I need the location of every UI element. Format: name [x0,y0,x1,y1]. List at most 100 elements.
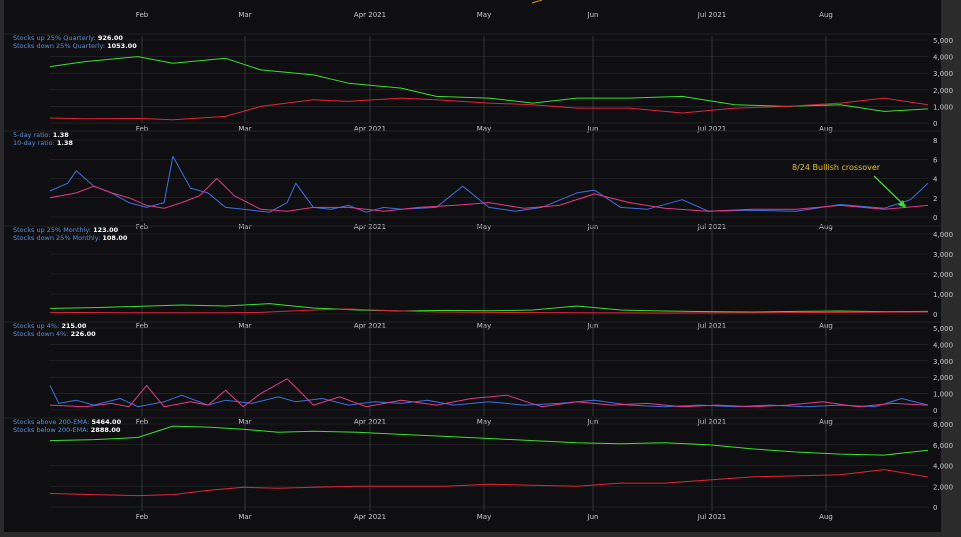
y-tick-label: 5,000 [933,37,953,45]
legend-key: 5-day ratio: [13,131,53,139]
month-label: Mar [238,223,251,231]
y-tick-label: 6 [933,156,938,164]
y-tick-label: 0 [933,120,937,128]
month-label: Feb [136,125,149,133]
series-line-pink [49,378,929,408]
y-tick-label: 2,000 [933,271,953,279]
series-line-red [49,469,929,497]
annotation-text: 8/24 Bullish crossover [792,163,881,172]
month-label: Aug [819,513,833,521]
month-label: May [477,513,491,521]
series-line-green [49,56,929,112]
legend-entry: Stocks up 25% Quarterly: 926.00 [13,34,123,42]
month-label: Mar [238,513,251,521]
series-line-pink [49,178,929,212]
legend-entry: 10-day ratio: 1.38 [13,139,73,147]
series-line-blue [49,155,929,213]
legend-entry: Stocks down 25% Quarterly: 1053.00 [13,42,137,50]
y-tick-label: 4 [933,176,938,184]
legend-value: 926.00 [98,34,124,42]
legend-entry: Stocks above 200-EMA: 5464.00 [13,418,122,426]
month-label-top: Jun [587,11,599,19]
y-tick-label: 4,000 [933,54,953,62]
month-label: Apr 2021 [354,125,386,133]
month-label: Jul 2021 [697,418,727,426]
month-label: Jul 2021 [697,322,727,330]
y-tick-label: 3,000 [933,70,953,78]
month-label-top: May [477,11,491,19]
top-strip-series-fragment [531,0,543,4]
legend-key: Stocks down 25% Monthly: [13,234,102,242]
legend-entry: 5-day ratio: 1.38 [13,131,69,139]
month-label: Jul 2021 [697,513,727,521]
series-line-green [49,425,929,456]
month-label-top: Mar [238,11,251,19]
legend-entry: Stocks down 25% Monthly: 108.00 [13,234,128,242]
month-label: May [477,223,491,231]
y-tick-label: 3,000 [933,251,953,259]
annotation-arrow-line [873,175,905,206]
y-tick-label: 1,000 [933,103,953,111]
y-tick-label: 4,000 [933,231,953,239]
legend-key: Stocks up 4%: [13,322,61,330]
month-label: Aug [819,125,833,133]
month-label: Jul 2021 [697,125,727,133]
y-tick-label: 1,000 [933,291,953,299]
month-label: Feb [136,513,149,521]
legend-value: 123.00 [93,226,119,234]
y-tick-label: 0 [933,311,937,319]
legend-key: Stocks up 25% Quarterly: [13,34,98,42]
y-tick-label: 0 [933,504,937,512]
series-line-green [49,303,929,313]
legend-value: 1.38 [53,131,70,139]
y-tick-label: 1,000 [933,391,953,399]
legend-entry: Stocks below 200-EMA: 2888.00 [13,426,121,434]
annotation-arrow-head [898,200,906,208]
legend-key: Stocks down 25% Quarterly: [13,42,107,50]
month-label: Jun [587,322,599,330]
legend-key: Stocks down 4%: [13,330,71,338]
legend-key: 10-day ratio: [13,139,57,147]
y-tick-label: 5,000 [933,325,953,333]
y-tick-label: 2 [933,195,937,203]
month-label: Jun [587,513,599,521]
month-label: Jun [587,223,599,231]
legend-value: 215.00 [61,322,87,330]
month-label: Aug [819,223,833,231]
y-tick-label: 4,000 [933,341,953,349]
legend-value: 226.00 [71,330,97,338]
series-line-red [49,97,929,121]
month-label: Jul 2021 [697,223,727,231]
legend-key: Stocks below 200-EMA: [13,426,91,434]
month-label: Jun [587,418,599,426]
series-line-blue [49,385,929,408]
y-tick-label: 8,000 [933,421,953,429]
legend-value: 5464.00 [92,418,122,426]
legend-entry: Stocks up 4%: 215.00 [13,322,87,330]
y-tick-label: 2,000 [933,374,953,382]
chart-frame [4,0,941,532]
y-tick-label: 2,000 [933,87,953,95]
month-label: Feb [136,223,149,231]
legend-value: 2888.00 [91,426,121,434]
month-label: Apr 2021 [354,223,386,231]
month-label: Mar [238,125,251,133]
month-label-top: Jul 2021 [697,11,727,19]
legend-entry: Stocks down 4%: 226.00 [13,330,96,338]
y-tick-label: 3,000 [933,358,953,366]
legend-key: Stocks up 25% Monthly: [13,226,93,234]
y-tick-label: 0 [933,407,937,415]
month-label: Jun [587,125,599,133]
y-tick-label: 4,000 [933,463,953,471]
month-label: May [477,125,491,133]
month-label-top: Apr 2021 [354,11,386,19]
month-label: Apr 2021 [354,513,386,521]
y-tick-label: 6,000 [933,442,953,450]
legend-value: 1.38 [57,139,74,147]
y-tick-label: 0 [933,214,937,222]
month-label-top: Aug [819,11,833,19]
y-tick-label: 8 [933,137,937,145]
legend-value: 1053.00 [107,42,137,50]
